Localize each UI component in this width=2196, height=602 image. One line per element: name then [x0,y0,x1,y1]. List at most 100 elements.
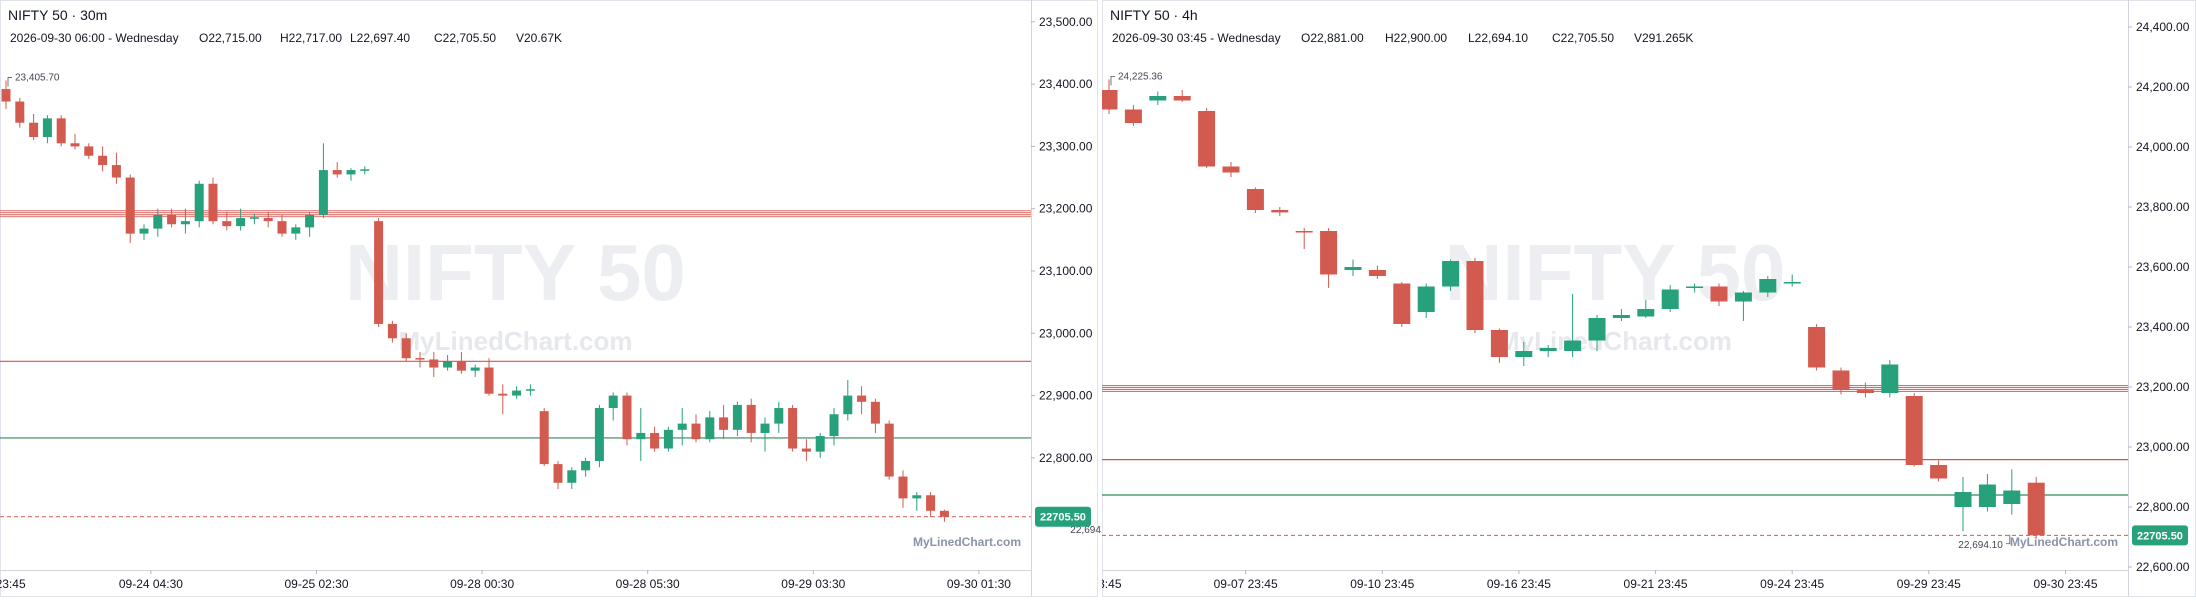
candle[interactable] [456,351,466,374]
candle[interactable] [1588,315,1606,351]
candle[interactable] [677,408,687,446]
candle[interactable] [180,208,190,234]
candle[interactable] [815,432,825,458]
candle[interactable] [1930,460,1948,482]
candle[interactable] [525,384,535,396]
candle[interactable] [1612,309,1630,321]
candle[interactable] [29,114,39,141]
candle[interactable] [98,146,108,172]
candle[interactable] [622,392,632,446]
candle[interactable] [746,398,756,443]
candle[interactable] [167,208,177,228]
candle[interactable] [1101,79,1118,114]
candle[interactable] [387,320,397,343]
candle[interactable] [539,408,549,466]
candle[interactable] [1442,259,1460,292]
candle[interactable] [1539,345,1557,357]
candle[interactable] [1734,291,1752,321]
candle[interactable] [56,115,66,147]
candle[interactable] [512,386,522,399]
candle[interactable] [1564,294,1582,357]
candle[interactable] [829,408,839,446]
candle[interactable] [1759,276,1777,297]
candle[interactable] [939,509,949,522]
candle[interactable] [332,161,342,178]
candle[interactable] [443,355,453,371]
candle[interactable] [401,333,411,362]
candle[interactable] [1637,300,1655,318]
candle[interactable] [415,351,425,368]
plot-area[interactable] [1101,79,2129,539]
candle[interactable] [926,492,936,518]
candle[interactable] [774,401,784,433]
candle[interactable] [1686,283,1704,293]
candle[interactable] [1271,207,1289,216]
candle[interactable] [1295,228,1313,249]
candle[interactable] [222,211,232,231]
candle[interactable] [1832,367,1850,395]
candle[interactable] [1466,258,1484,333]
candle[interactable] [111,152,121,184]
candle[interactable] [291,224,301,240]
candle[interactable] [843,380,853,421]
candle[interactable] [1149,91,1167,106]
candle[interactable] [553,460,563,490]
candle[interactable] [1515,342,1533,366]
candle[interactable] [2027,477,2045,539]
candle[interactable] [912,492,922,511]
candle[interactable] [263,211,273,228]
candle[interactable] [1808,324,1826,371]
candle[interactable] [2003,469,2021,515]
candle[interactable] [277,214,287,237]
candle[interactable] [801,439,811,461]
candle[interactable] [884,420,894,480]
candle[interactable] [1222,162,1240,177]
candle[interactable] [346,168,356,181]
time-axis[interactable]: 09-02 23:45 09-07 23:45 09-10 23:45 09-16 2… [1057,570,2098,591]
candle[interactable] [194,180,204,228]
candle[interactable] [318,143,328,219]
candle[interactable] [70,133,80,150]
candle[interactable] [760,417,770,452]
candle[interactable] [1198,108,1216,168]
candle[interactable] [1490,328,1508,364]
chart-panel-4h[interactable]: NIFTY 50 MyLinedChart.com 24,225.36 22,694.… [1057,0,2196,597]
candle[interactable] [153,208,163,237]
candle[interactable] [1173,90,1191,102]
candle[interactable] [581,457,591,477]
chart-panel-30m[interactable]: NIFTY 50 MyLinedChart.com 23,405.70 22,694.… [0,0,1177,597]
candle[interactable] [1124,105,1142,126]
candle[interactable] [567,467,577,490]
candle[interactable] [374,218,384,328]
candle[interactable] [484,358,494,396]
candle[interactable] [236,208,246,231]
candle[interactable] [1368,265,1386,280]
candle[interactable] [42,115,52,144]
candle[interactable] [636,408,646,461]
candle[interactable] [1393,282,1411,327]
candle[interactable] [857,386,867,415]
candle[interactable] [249,213,259,225]
candle[interactable] [594,404,604,468]
candle[interactable] [498,384,508,415]
candle[interactable] [1856,382,1874,398]
candle[interactable] [788,404,798,452]
candle[interactable] [1320,228,1338,288]
candle[interactable] [691,414,701,443]
time-axis[interactable]: 09-23 23:45 09-24 04:30 09-25 02:30 09-28 0… [0,570,1177,591]
candle[interactable] [732,401,742,437]
candle[interactable] [125,174,135,243]
candle[interactable] [84,143,94,159]
candle[interactable] [305,211,315,237]
candle[interactable] [870,398,880,433]
candle[interactable] [1954,477,1972,531]
candle[interactable] [1905,393,1923,467]
candle[interactable] [1,80,11,110]
candle[interactable] [470,364,480,377]
candle[interactable] [705,411,715,443]
candle[interactable] [1710,283,1728,307]
candle[interactable] [139,224,149,240]
candle[interactable] [1344,259,1362,277]
candle[interactable] [1246,187,1264,214]
candle[interactable] [360,166,370,175]
